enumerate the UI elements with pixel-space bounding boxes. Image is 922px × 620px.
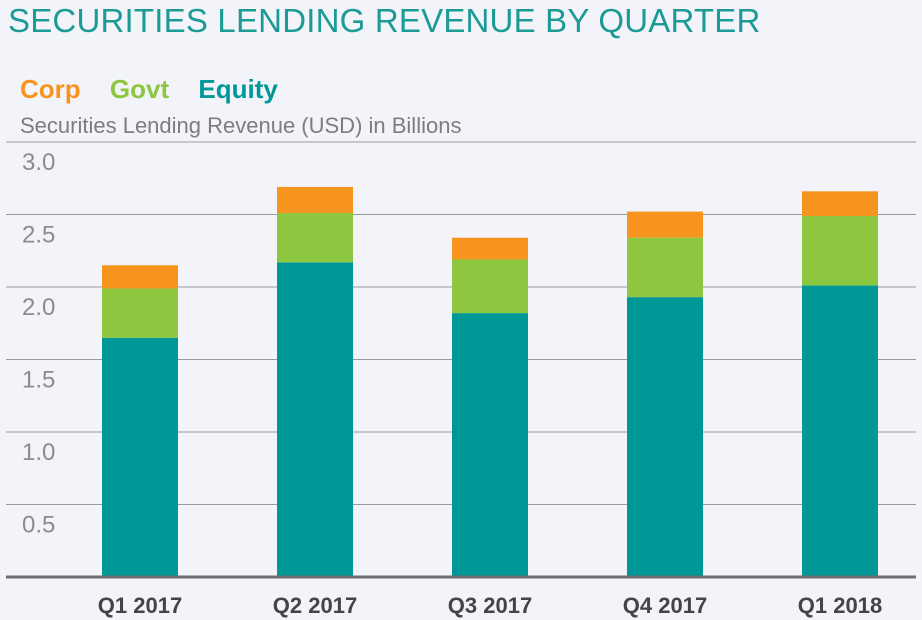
y-tick-label: 1.5 [22,367,55,394]
bar-segment-equity [452,313,528,577]
bar-segment-equity [627,297,703,577]
y-tick-label: 0.5 [22,512,55,539]
bar-segment-govt [277,213,353,263]
chart-title: SECURITIES LENDING REVENUE BY QUARTER [8,2,761,39]
x-tick-label: Q3 2017 [448,593,532,618]
bar-segment-corp [277,186,353,214]
x-tick-label: Q4 2017 [623,593,707,618]
bar-segment-corp [452,237,528,260]
bar-segment-equity [802,285,878,577]
y-tick-label: 2.0 [22,294,55,321]
legend-corp: Corp [20,74,81,104]
x-tick-label: Q1 2017 [98,593,182,618]
legend: Corp Govt Equity [20,74,300,105]
y-tick-label: 2.5 [22,222,55,249]
bar-segment-govt [802,215,878,286]
legend-govt: Govt [109,74,170,104]
bar-segment-equity [102,337,178,577]
chart-subtitle: Securities Lending Revenue (USD) in Bill… [20,113,462,138]
y-tick-label: 3.0 [22,149,55,176]
y-tick-label: 1.0 [22,439,55,466]
x-tick-label: Q2 2017 [273,593,357,618]
bar-segment-corp [802,191,878,216]
x-tick-label: Q1 2018 [798,593,882,618]
bar-segment-equity [277,262,353,577]
legend-equity: Equity [198,74,278,104]
bar-segment-govt [627,237,703,298]
bar-segment-corp [102,265,178,289]
bar-segment-govt [102,288,178,338]
bar-segment-govt [452,259,528,314]
bar-segment-corp [627,211,703,238]
